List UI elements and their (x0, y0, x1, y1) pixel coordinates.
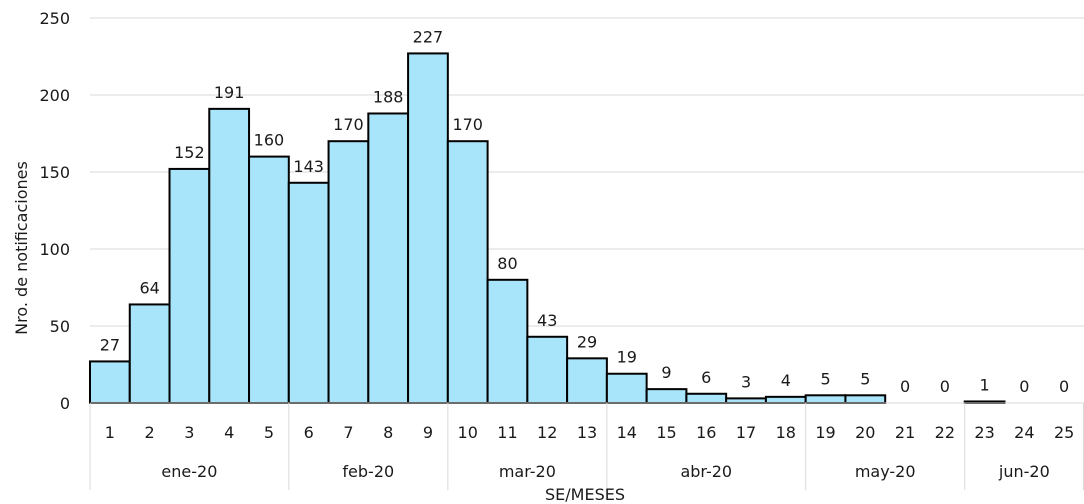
data-label: 3 (741, 372, 751, 391)
bar (486, 278, 529, 404)
data-label: 191 (214, 83, 245, 102)
y-tick-label: 250 (39, 9, 70, 28)
bar (367, 112, 410, 404)
x-tick-label: 5 (264, 423, 274, 442)
x-tick-label: 13 (577, 423, 597, 442)
data-label: 5 (860, 369, 870, 388)
month-label: feb-20 (342, 462, 394, 481)
bar (89, 360, 131, 405)
data-label: 1 (980, 375, 990, 394)
bar (526, 335, 569, 404)
bar (804, 394, 847, 404)
x-tick-label: 22 (935, 423, 955, 442)
data-label: 152 (174, 143, 205, 162)
data-label: 29 (577, 332, 597, 351)
data-label: 64 (139, 278, 159, 297)
bar (764, 395, 807, 404)
bar (844, 394, 887, 404)
x-axis-title: SE/MESES (545, 485, 625, 504)
bar (645, 388, 688, 405)
bar (605, 372, 648, 404)
bar (685, 392, 728, 405)
bars (89, 52, 1006, 405)
bar (566, 357, 608, 404)
data-label: 227 (413, 27, 444, 46)
data-label: 170 (333, 115, 364, 134)
x-tick-label: 25 (1054, 423, 1074, 442)
bar (327, 140, 370, 404)
data-label: 4 (781, 371, 791, 390)
data-label: 188 (373, 87, 404, 106)
x-tick-label: 24 (1014, 423, 1034, 442)
data-label: 170 (452, 115, 483, 134)
bar (407, 52, 449, 404)
bar (725, 397, 767, 405)
x-tick-label: 14 (617, 423, 637, 442)
x-tick-label: 16 (696, 423, 716, 442)
data-label: 143 (293, 157, 324, 176)
data-label: 0 (900, 377, 910, 396)
month-label: abr-20 (680, 462, 732, 481)
data-label: 43 (537, 311, 557, 330)
x-tick-label: 8 (383, 423, 393, 442)
data-label: 0 (1019, 377, 1029, 396)
x-tick-label: 18 (776, 423, 796, 442)
x-tick-label: 6 (304, 423, 314, 442)
y-tick-label: 200 (39, 86, 70, 105)
y-axis-title: Nro. de notificaciones (12, 161, 31, 335)
month-label: may-20 (855, 462, 916, 481)
x-tick-label: 15 (656, 423, 676, 442)
x-tick-label: 12 (537, 423, 557, 442)
data-label: 5 (820, 369, 830, 388)
month-label: ene-20 (161, 462, 217, 481)
y-axis-ticks: 0 50 100 150 200 250 (39, 9, 70, 413)
data-label: 27 (100, 335, 120, 354)
x-axis: 1 2 3 4 5 6 7 8 9 10 11 12 13 14 15 16 17 18 19 20 21 22 23 24 2… (89, 402, 1084, 490)
x-tick-label: 17 (736, 423, 756, 442)
x-tick-label: 10 (458, 423, 478, 442)
x-tick-label: 21 (895, 423, 915, 442)
bar (248, 155, 290, 404)
month-label: mar-20 (499, 462, 556, 481)
bar (168, 167, 211, 404)
bar (446, 140, 489, 404)
x-tick-label: 1 (105, 423, 115, 442)
data-label: 9 (661, 363, 671, 382)
x-tick-label: 23 (974, 423, 994, 442)
y-tick-label: 0 (60, 394, 70, 413)
y-tick-label: 50 (50, 317, 70, 336)
bar (128, 303, 171, 404)
x-tick-label: 11 (497, 423, 517, 442)
bar (208, 107, 251, 405)
x-tick-label: 20 (855, 423, 875, 442)
x-tick-label: 19 (815, 423, 835, 442)
bar (287, 181, 330, 404)
x-tick-label: 7 (343, 423, 353, 442)
data-label: 0 (940, 377, 950, 396)
x-tick-label: 2 (145, 423, 155, 442)
x-tick-label: 4 (224, 423, 234, 442)
month-label: jun-20 (998, 462, 1050, 481)
data-label: 6 (701, 368, 711, 387)
data-label: 160 (254, 131, 285, 150)
x-tick-label: 3 (184, 423, 194, 442)
data-label: 0 (1059, 377, 1069, 396)
data-label: 19 (617, 348, 637, 367)
data-label: 80 (497, 254, 517, 273)
data-labels: 27 64 152 191 160 143 170 188 227 170 80 43 29 19 9 6 3 4… (100, 27, 1070, 396)
x-tick-label: 9 (423, 423, 433, 442)
y-tick-label: 100 (39, 240, 70, 259)
y-tick-label: 150 (39, 163, 70, 182)
